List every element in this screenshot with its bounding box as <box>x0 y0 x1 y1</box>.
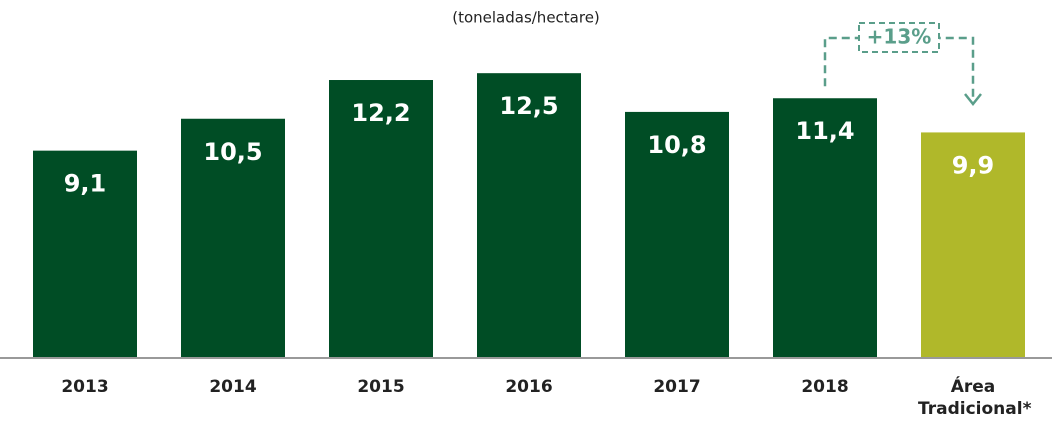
annotation: +13% <box>867 25 932 49</box>
x-tick-text: Área Tradicional* <box>918 377 1032 419</box>
x-tick-label: 2018 <box>751 376 899 398</box>
x-tick-label: Área Tradicional* <box>899 376 1047 420</box>
bar <box>181 118 285 358</box>
bar <box>329 80 433 358</box>
value-label: 12,5 <box>499 92 558 120</box>
annotation-arrow <box>964 93 982 107</box>
bar <box>773 98 877 358</box>
bar <box>625 111 729 359</box>
bar <box>477 73 581 358</box>
x-tick-label: 2013 <box>11 376 159 398</box>
x-tick-label: 2017 <box>603 376 751 398</box>
x-tick-text: 2014 <box>209 377 257 397</box>
x-tick-text: 2018 <box>801 377 849 397</box>
x-tick-label: 2014 <box>159 376 307 398</box>
x-tick-text: 2017 <box>653 377 701 397</box>
value-label: 12,2 <box>351 99 410 127</box>
x-tick-text: 2016 <box>505 377 553 397</box>
x-tick-label: 2016 <box>455 376 603 398</box>
bar <box>33 150 137 358</box>
x-tick-label: 2015 <box>307 376 455 398</box>
value-label: 10,8 <box>647 131 706 159</box>
value-label: 9,9 <box>952 151 995 179</box>
value-label: 10,5 <box>203 138 262 166</box>
x-tick-text: 2015 <box>357 377 405 397</box>
x-tick-text: 2013 <box>61 377 109 397</box>
value-label: 9,1 <box>64 170 107 198</box>
bar <box>921 132 1025 358</box>
annotation-box <box>858 22 940 53</box>
value-label: 11,4 <box>795 117 854 145</box>
chart-subtitle: (toneladas/hectare) <box>452 9 600 27</box>
